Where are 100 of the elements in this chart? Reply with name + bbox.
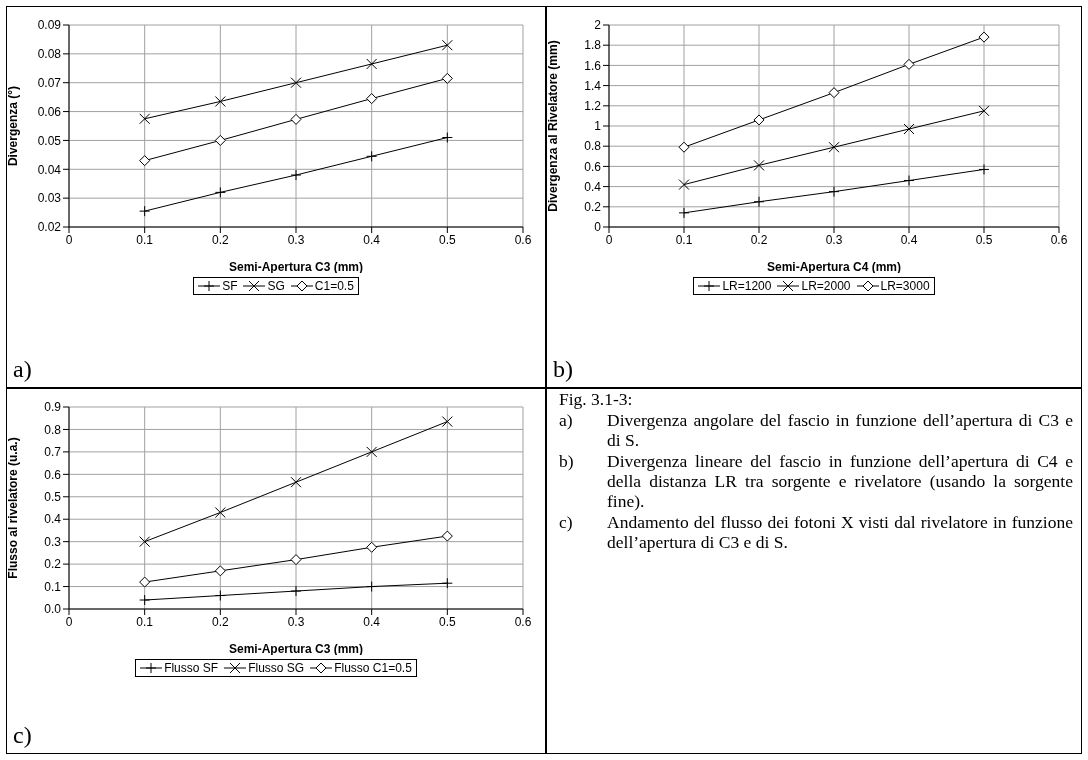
y-tick-label: 0.6 xyxy=(584,159,602,174)
point xyxy=(828,141,840,153)
text: b) Divergenza lineare del fascio in funzione dell’apertura di C4 e della distanza LR tra sorgente e rivelatore (usando la sorgente fine). xyxy=(559,451,1073,511)
y-tick-label: 0.8 xyxy=(584,139,602,154)
x-tick-label: 0.4 xyxy=(363,614,381,629)
point xyxy=(214,95,226,107)
point xyxy=(366,58,378,70)
point xyxy=(366,581,378,593)
point xyxy=(753,114,765,126)
point xyxy=(139,576,151,588)
legend-label: Flusso SG xyxy=(248,661,305,675)
y-tick-label: 0 xyxy=(594,220,602,235)
point xyxy=(290,585,302,597)
point xyxy=(214,506,226,518)
point xyxy=(139,594,151,606)
point xyxy=(903,58,915,70)
point xyxy=(290,554,302,566)
y-tick-label: 0.3 xyxy=(44,534,62,549)
y-tick-label: 0.07 xyxy=(37,75,62,90)
x-tick-label: 0.5 xyxy=(438,614,456,629)
y-tick-label: 0.06 xyxy=(37,104,62,119)
point xyxy=(290,476,302,488)
x-tick-label: 0 xyxy=(65,232,73,247)
y-axis-title: Flusso al rivelatore (u.a.) xyxy=(6,437,21,579)
x-tick-label: 0.4 xyxy=(363,232,381,247)
y-tick-label: 0.2 xyxy=(44,557,62,572)
y-axis-title: Divergenza (°) xyxy=(6,85,21,167)
x-tick-label: 0.4 xyxy=(900,232,918,247)
point xyxy=(441,72,453,84)
point xyxy=(828,186,840,198)
y-tick-label: 0.05 xyxy=(37,133,62,148)
y-tick-label: 1.4 xyxy=(584,78,602,93)
point xyxy=(214,134,226,146)
y-tick-label: 0.1 xyxy=(44,579,62,594)
y-tick-label: 0.2 xyxy=(584,200,602,215)
y-tick-label: 0.7 xyxy=(44,445,62,460)
point xyxy=(139,113,151,125)
x-axis-title: Semi-Apertura C3 (mm) xyxy=(228,260,364,274)
y-tick-label: 0.02 xyxy=(37,220,62,235)
y-axis-title: Divergenza al Rivelatore (mm) xyxy=(546,40,561,212)
point xyxy=(978,31,990,43)
point xyxy=(139,155,151,167)
point xyxy=(214,186,226,198)
x-tick-label: 0.2 xyxy=(211,614,229,629)
point xyxy=(441,416,453,428)
x-tick-label: 0.6 xyxy=(1050,232,1068,247)
y-tick-label: 0.9 xyxy=(44,400,62,415)
point xyxy=(678,141,690,153)
point xyxy=(290,113,302,125)
x-axis-title: Semi-Apertura C4 (mm) xyxy=(766,260,902,274)
x-tick-label: 0 xyxy=(605,232,613,247)
point xyxy=(366,446,378,458)
point xyxy=(290,77,302,89)
point xyxy=(978,105,990,117)
text: Fig. 3.1-3: xyxy=(559,389,634,409)
y-tick-label: 1 xyxy=(594,119,602,134)
y-tick-label: 0.09 xyxy=(37,18,62,33)
legend-label: SF xyxy=(222,279,238,293)
x-tick-label: 0.3 xyxy=(287,232,305,247)
y-tick-label: 0.4 xyxy=(584,179,602,194)
point xyxy=(139,536,151,548)
x-tick-label: 0.3 xyxy=(825,232,843,247)
x-tick-label: 0 xyxy=(65,614,73,629)
point xyxy=(441,39,453,51)
y-tick-label: 0.04 xyxy=(37,162,62,177)
y-tick-label: 0.5 xyxy=(44,490,62,505)
x-tick-label: 0.2 xyxy=(211,232,229,247)
text: a) Divergenza angolare del fascio in funzione dell’apertura di C3 e di S. xyxy=(559,410,1073,450)
text: b) xyxy=(553,356,573,383)
point xyxy=(441,530,453,542)
point xyxy=(214,565,226,577)
legend-label: LR=2000 xyxy=(801,279,851,293)
point xyxy=(290,169,302,181)
point xyxy=(903,175,915,187)
y-tick-label: 0.03 xyxy=(37,191,62,206)
legend-label: C1=0.5 xyxy=(314,279,354,293)
x-tick-label: 0.1 xyxy=(136,614,154,629)
x-tick-label: 0.1 xyxy=(675,232,693,247)
text: c) xyxy=(13,722,32,749)
x-tick-label: 0.2 xyxy=(750,232,768,247)
y-tick-label: 1.8 xyxy=(584,38,602,53)
text: c) Andamento del flusso dei fotoni X visti dal rivelatore in funzione dell’apertura di C3 e di S. xyxy=(559,512,1073,552)
point xyxy=(139,205,151,217)
x-tick-label: 0.6 xyxy=(514,614,532,629)
point xyxy=(366,150,378,162)
legend-label: LR=1200 xyxy=(722,279,772,293)
point xyxy=(366,93,378,105)
y-tick-label: 1.6 xyxy=(584,58,602,73)
y-tick-label: 0.0 xyxy=(44,602,62,617)
point xyxy=(828,87,840,99)
x-tick-label: 0.1 xyxy=(136,232,154,247)
point xyxy=(214,590,226,602)
y-tick-label: 0.4 xyxy=(44,512,62,527)
point xyxy=(753,159,765,171)
legend-label: SG xyxy=(267,279,285,293)
text: a) xyxy=(13,356,32,383)
point xyxy=(441,132,453,144)
legend-label: Flusso C1=0.5 xyxy=(334,661,412,675)
y-tick-label: 2 xyxy=(594,18,602,33)
point xyxy=(366,541,378,553)
